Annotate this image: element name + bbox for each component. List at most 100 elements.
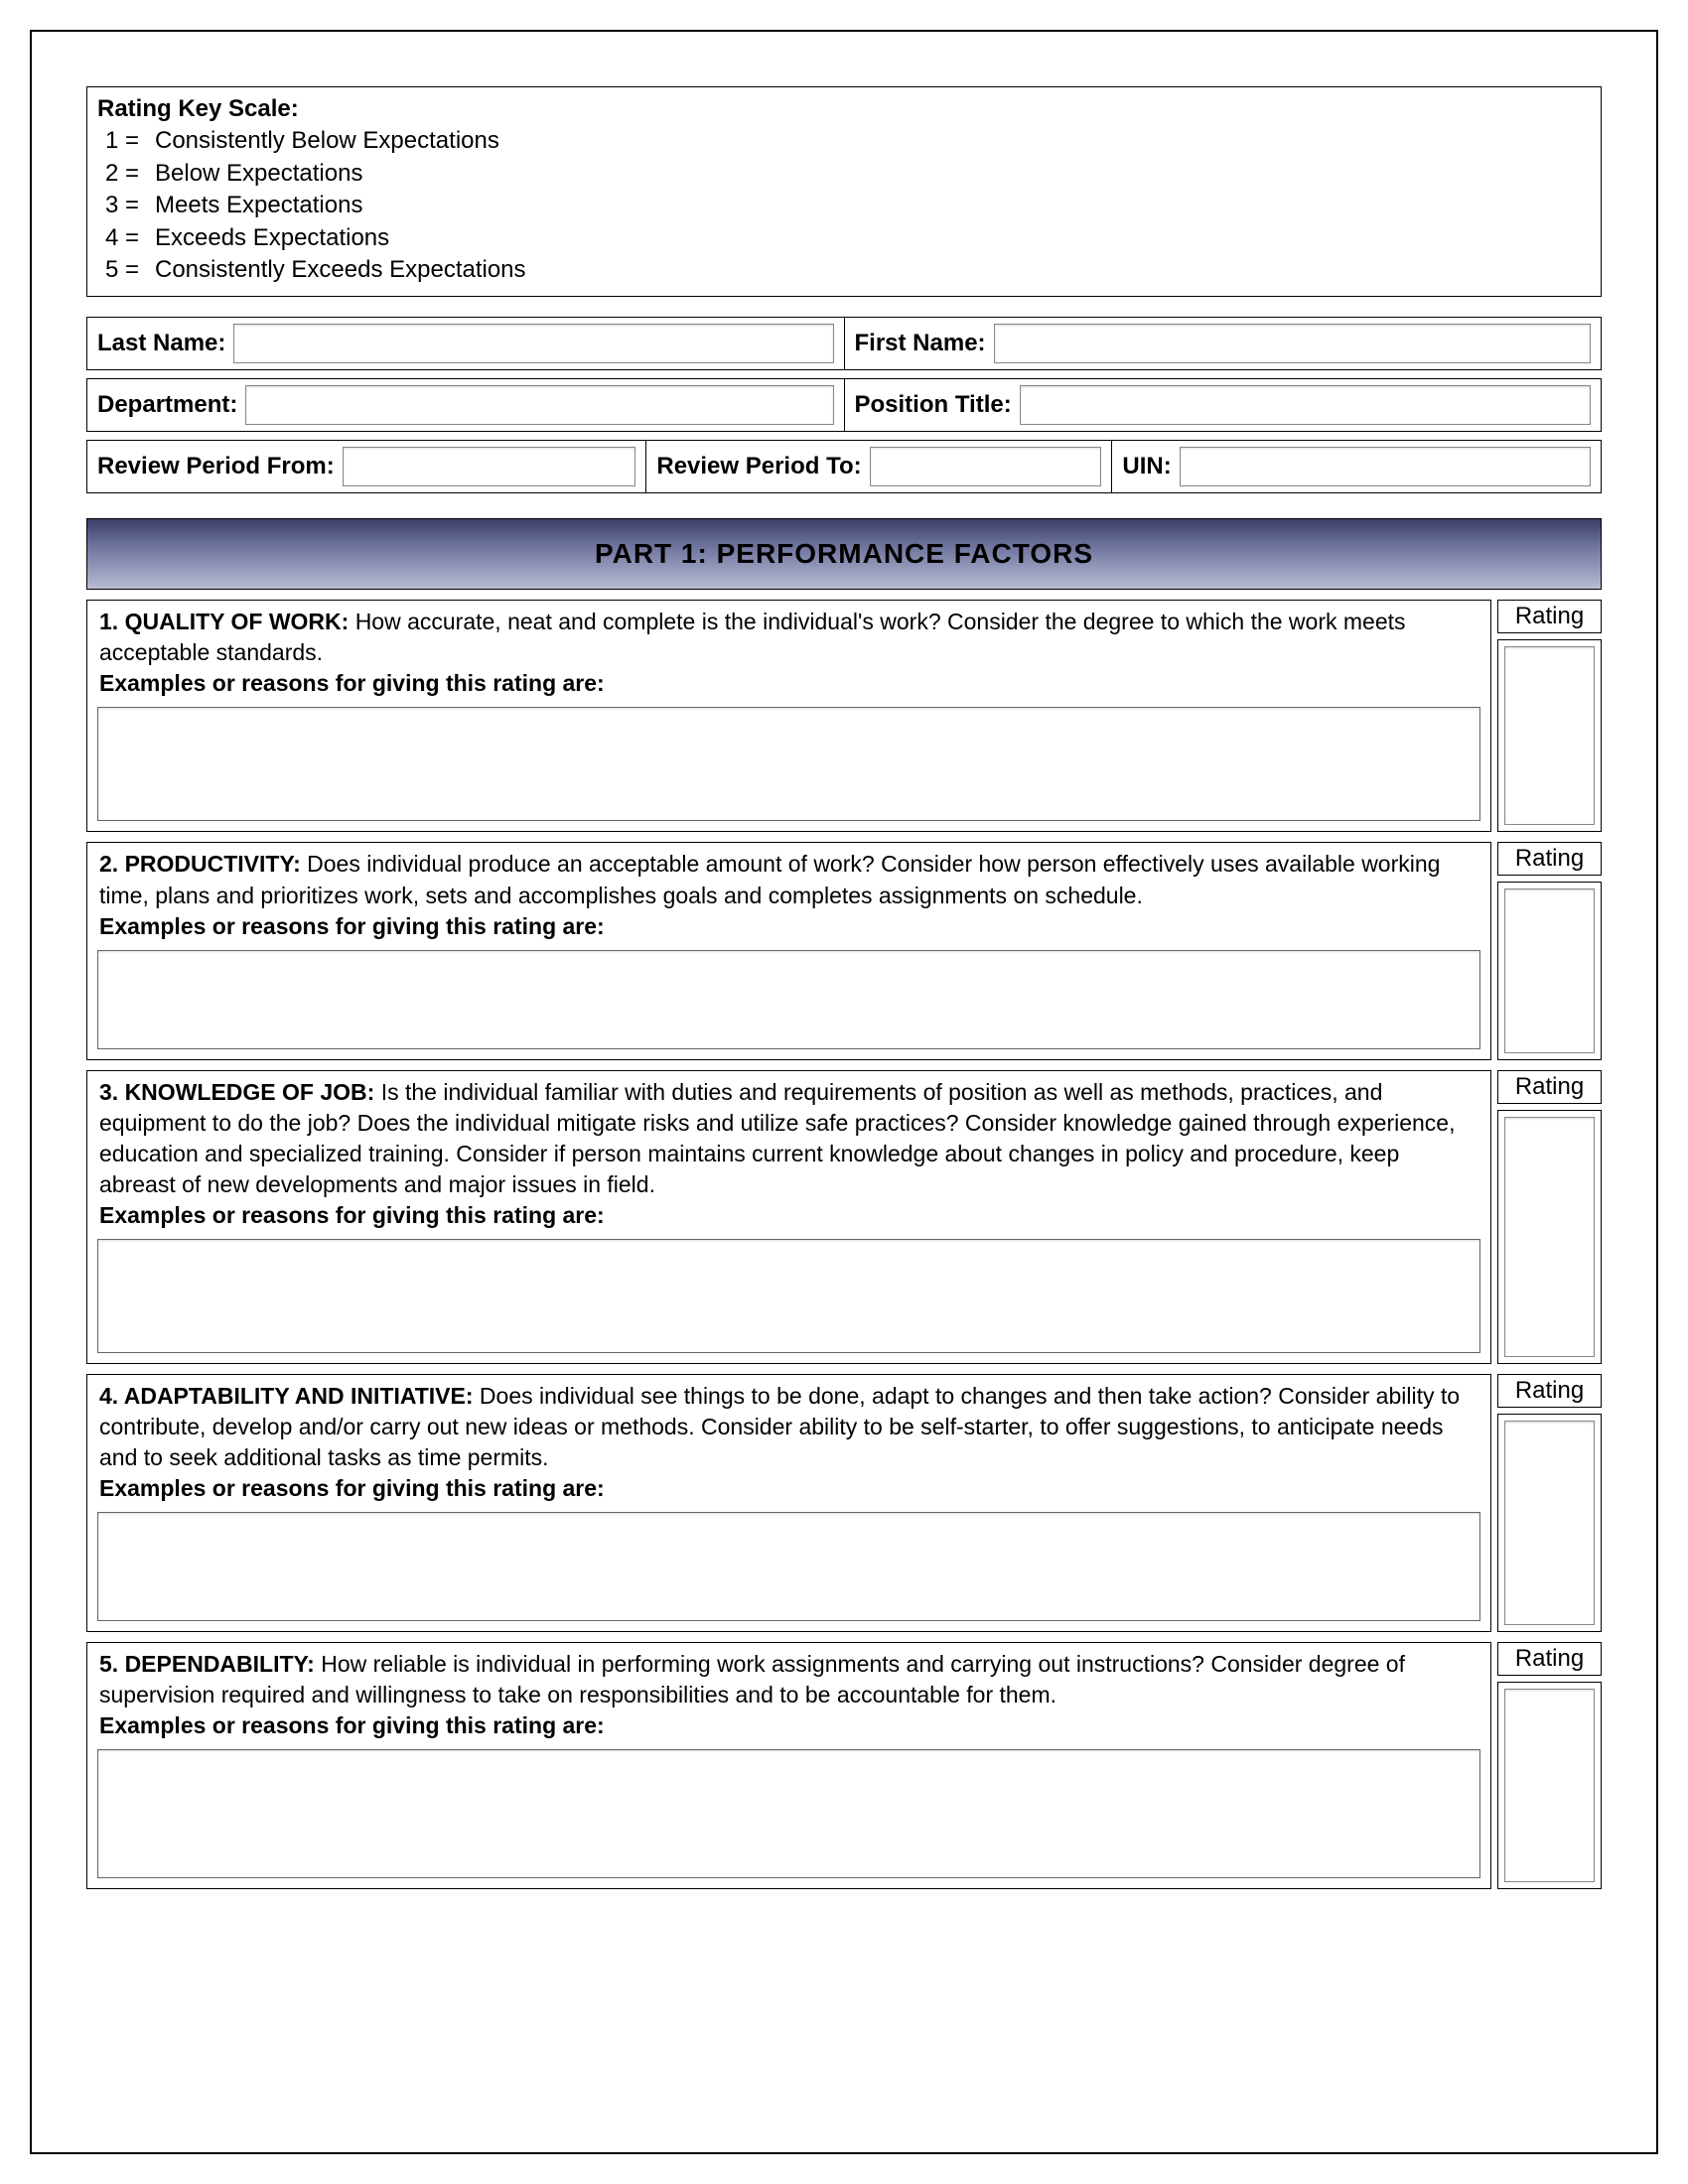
rating-key-item: 2=Below Expectations bbox=[97, 158, 1591, 190]
factor-textarea-wrap bbox=[87, 1235, 1490, 1363]
rating-key-item: 1=Consistently Below Expectations bbox=[97, 125, 1591, 157]
info-row-dept: Department: Position Title: bbox=[86, 378, 1602, 432]
rating-value-input[interactable] bbox=[1504, 1421, 1595, 1625]
last-name-label: Last Name: bbox=[97, 330, 225, 357]
rating-col: Rating bbox=[1497, 1070, 1602, 1364]
factor-text: 4. ADAPTABILITY AND INITIATIVE: Does ind… bbox=[87, 1375, 1490, 1508]
factor-title: 2. PRODUCTIVITY: bbox=[99, 851, 301, 877]
rating-value-input[interactable] bbox=[1504, 646, 1595, 825]
factor-block: 3. KNOWLEDGE OF JOB: Is the individual f… bbox=[86, 1070, 1602, 1364]
factor-examples-input[interactable] bbox=[97, 950, 1480, 1049]
factor-examples-input[interactable] bbox=[97, 1749, 1480, 1878]
rating-key-label: Consistently Exceeds Expectations bbox=[155, 256, 526, 283]
rating-key-item: 5=Consistently Exceeds Expectations bbox=[97, 254, 1591, 286]
rating-value-box bbox=[1497, 882, 1602, 1059]
factor-examples-input[interactable] bbox=[97, 1239, 1480, 1353]
factor-main: 4. ADAPTABILITY AND INITIATIVE: Does ind… bbox=[86, 1374, 1491, 1632]
review-from-cell: Review Period From: bbox=[86, 440, 646, 493]
rating-key-num: 1 bbox=[105, 125, 125, 157]
rating-label: Rating bbox=[1497, 1070, 1602, 1104]
last-name-input[interactable] bbox=[233, 324, 833, 363]
rating-key-label: Below Expectations bbox=[155, 160, 362, 187]
rating-key-box: Rating Key Scale: 1=Consistently Below E… bbox=[86, 86, 1602, 297]
rating-key-num: 4 bbox=[105, 222, 125, 254]
factor-body: Does individual produce an acceptable am… bbox=[99, 851, 1440, 907]
rating-value-input[interactable] bbox=[1504, 888, 1595, 1052]
rating-key-eq: = bbox=[125, 222, 155, 254]
factor-text: 5. DEPENDABILITY: How reliable is indivi… bbox=[87, 1643, 1490, 1745]
review-from-input[interactable] bbox=[343, 447, 636, 486]
rating-value-input[interactable] bbox=[1504, 1689, 1595, 1882]
factor-title: 4. ADAPTABILITY AND INITIATIVE: bbox=[99, 1383, 474, 1409]
review-to-cell: Review Period To: bbox=[646, 440, 1112, 493]
rating-key-eq: = bbox=[125, 158, 155, 190]
factor-title: 1. QUALITY OF WORK: bbox=[99, 609, 349, 634]
rating-label: Rating bbox=[1497, 600, 1602, 633]
factor-examples-input[interactable] bbox=[97, 707, 1480, 821]
factor-examples-label: Examples or reasons for giving this rati… bbox=[99, 670, 605, 696]
position-cell: Position Title: bbox=[845, 378, 1603, 432]
factor-text: 2. PRODUCTIVITY: Does individual produce… bbox=[87, 843, 1490, 945]
rating-key-eq: = bbox=[125, 190, 155, 221]
info-row-period: Review Period From: Review Period To: UI… bbox=[86, 440, 1602, 493]
info-row-name: Last Name: First Name: bbox=[86, 317, 1602, 370]
rating-label: Rating bbox=[1497, 1642, 1602, 1676]
review-to-label: Review Period To: bbox=[656, 453, 861, 480]
form-container: Rating Key Scale: 1=Consistently Below E… bbox=[30, 30, 1658, 2154]
factor-main: 3. KNOWLEDGE OF JOB: Is the individual f… bbox=[86, 1070, 1491, 1364]
uin-label: UIN: bbox=[1122, 453, 1171, 480]
rating-col: Rating bbox=[1497, 1642, 1602, 1889]
last-name-cell: Last Name: bbox=[86, 317, 845, 370]
factor-text: 3. KNOWLEDGE OF JOB: Is the individual f… bbox=[87, 1071, 1490, 1235]
factor-examples-label: Examples or reasons for giving this rati… bbox=[99, 1202, 605, 1228]
rating-key-label: Exceeds Expectations bbox=[155, 224, 389, 251]
first-name-label: First Name: bbox=[855, 330, 986, 357]
factor-main: 1. QUALITY OF WORK: How accurate, neat a… bbox=[86, 600, 1491, 832]
rating-value-box bbox=[1497, 1414, 1602, 1632]
first-name-cell: First Name: bbox=[845, 317, 1603, 370]
rating-value-box bbox=[1497, 1682, 1602, 1889]
factor-block: 4. ADAPTABILITY AND INITIATIVE: Does ind… bbox=[86, 1374, 1602, 1632]
factor-textarea-wrap bbox=[87, 946, 1490, 1059]
rating-key-num: 3 bbox=[105, 190, 125, 221]
rating-key-title: Rating Key Scale: bbox=[97, 93, 1591, 125]
factor-title: 3. KNOWLEDGE OF JOB: bbox=[99, 1079, 374, 1105]
rating-label: Rating bbox=[1497, 842, 1602, 876]
rating-key-item: 3=Meets Expectations bbox=[97, 190, 1591, 221]
factor-block: 1. QUALITY OF WORK: How accurate, neat a… bbox=[86, 600, 1602, 832]
first-name-input[interactable] bbox=[994, 324, 1591, 363]
rating-key-item: 4=Exceeds Expectations bbox=[97, 222, 1591, 254]
factor-examples-label: Examples or reasons for giving this rati… bbox=[99, 1712, 605, 1738]
rating-key-eq: = bbox=[125, 125, 155, 157]
position-input[interactable] bbox=[1020, 385, 1591, 425]
department-label: Department: bbox=[97, 391, 237, 419]
factor-block: 5. DEPENDABILITY: How reliable is indivi… bbox=[86, 1642, 1602, 1889]
rating-key-num: 5 bbox=[105, 254, 125, 286]
rating-value-input[interactable] bbox=[1504, 1117, 1595, 1357]
part-1-header: PART 1: PERFORMANCE FACTORS bbox=[86, 518, 1602, 590]
rating-key-label: Meets Expectations bbox=[155, 192, 362, 218]
rating-value-box bbox=[1497, 1110, 1602, 1364]
factor-examples-label: Examples or reasons for giving this rati… bbox=[99, 913, 605, 939]
rating-label: Rating bbox=[1497, 1374, 1602, 1408]
position-label: Position Title: bbox=[855, 391, 1012, 419]
factor-textarea-wrap bbox=[87, 703, 1490, 831]
factor-textarea-wrap bbox=[87, 1745, 1490, 1888]
review-to-input[interactable] bbox=[870, 447, 1102, 486]
rating-col: Rating bbox=[1497, 842, 1602, 1059]
department-cell: Department: bbox=[86, 378, 845, 432]
department-input[interactable] bbox=[245, 385, 833, 425]
review-from-label: Review Period From: bbox=[97, 453, 335, 480]
rating-col: Rating bbox=[1497, 600, 1602, 832]
rating-key-eq: = bbox=[125, 254, 155, 286]
uin-input[interactable] bbox=[1180, 447, 1591, 486]
factor-text: 1. QUALITY OF WORK: How accurate, neat a… bbox=[87, 601, 1490, 703]
factor-examples-label: Examples or reasons for giving this rati… bbox=[99, 1475, 605, 1501]
factor-main: 2. PRODUCTIVITY: Does individual produce… bbox=[86, 842, 1491, 1059]
rating-key-num: 2 bbox=[105, 158, 125, 190]
factor-main: 5. DEPENDABILITY: How reliable is indivi… bbox=[86, 1642, 1491, 1889]
factor-examples-input[interactable] bbox=[97, 1512, 1480, 1621]
factor-textarea-wrap bbox=[87, 1508, 1490, 1631]
rating-key-label: Consistently Below Expectations bbox=[155, 127, 499, 154]
factor-block: 2. PRODUCTIVITY: Does individual produce… bbox=[86, 842, 1602, 1059]
